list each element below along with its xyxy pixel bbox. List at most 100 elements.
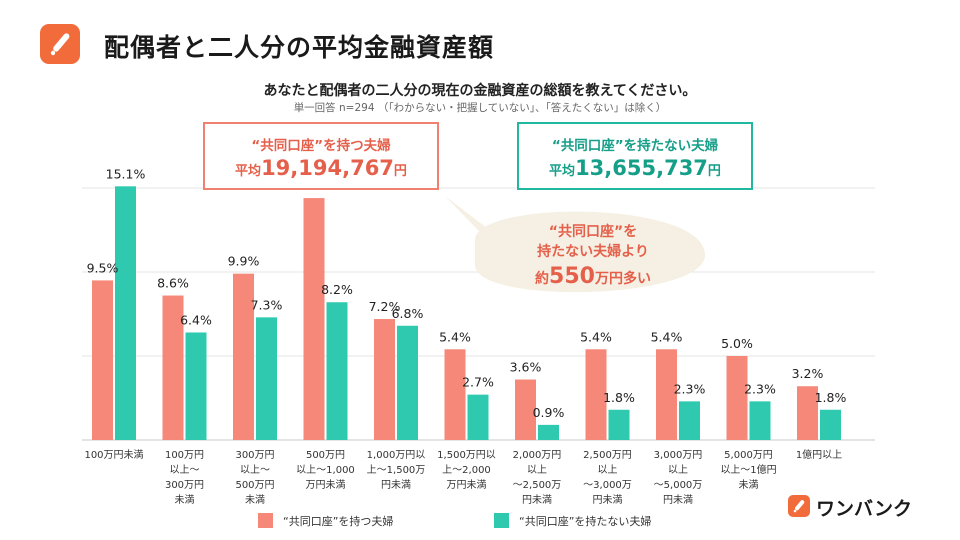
brand-logo-icon	[40, 24, 80, 64]
x-tick-label: 300万円	[165, 480, 204, 491]
bar-without-joint-account	[185, 332, 207, 440]
summary-box-with-joint-account: “共同口座”を持つ夫婦 平均19,194,767円	[203, 122, 439, 190]
x-tick-label: 円未満	[593, 494, 623, 506]
pencil-icon	[793, 500, 805, 513]
x-tick-label: ～3,000万	[583, 480, 632, 491]
x-tick-label: 未満	[175, 494, 195, 506]
x-tick-label: 万円未満	[447, 479, 487, 491]
x-tick-label: 1,000万円以	[367, 450, 426, 461]
page-title: 配偶者と二人分の平均金融資産額	[104, 33, 495, 62]
data-label: 6.4%	[180, 312, 212, 327]
bar-with-joint-account	[233, 273, 254, 440]
bar-without-joint-account	[608, 409, 630, 440]
summary-label: “共同口座”を持たない夫婦	[551, 138, 719, 154]
bar-with-joint-account	[374, 319, 395, 440]
x-tick-label: 1億円以上	[796, 448, 842, 461]
x-tick-label: 上～2,000	[442, 464, 491, 476]
average-amount: 13,655,737	[575, 156, 708, 180]
pencil-icon	[50, 33, 70, 56]
data-label: 2.7%	[462, 375, 494, 390]
data-label: 15.1%	[106, 166, 146, 181]
data-label: 9.9%	[228, 254, 260, 269]
legend-label: “共同口座”を持たない夫婦	[519, 515, 652, 528]
x-tick-label: 円未満	[381, 479, 411, 491]
bar-without-joint-account	[256, 317, 277, 440]
data-label: 5.4%	[439, 329, 471, 344]
x-tick-label: 以上～1,000	[296, 464, 355, 476]
x-tick-label: 100万円	[165, 450, 204, 461]
callout-line-3: 約550万円多い	[498, 264, 688, 289]
x-tick-label: 円未満	[522, 494, 552, 506]
bar-without-joint-account	[749, 401, 771, 440]
data-label: 1.8%	[815, 390, 847, 405]
data-label: 5.4%	[651, 329, 683, 344]
data-label: 9.5%	[87, 260, 119, 275]
x-tick-label: 未満	[245, 494, 265, 506]
data-label: 3.6%	[510, 360, 542, 375]
callout-line-2: 持たない夫婦より	[537, 244, 649, 260]
callout-bubble	[475, 211, 705, 293]
average-unit: 円	[707, 164, 721, 179]
bar-with-joint-account	[656, 349, 677, 440]
legend-swatch	[494, 513, 509, 528]
bar-without-joint-account	[820, 409, 841, 440]
bar-with-joint-account	[303, 198, 325, 440]
data-label: 0.9%	[533, 405, 565, 420]
average-prefix: 平均	[235, 164, 262, 179]
callout-tail	[445, 196, 505, 258]
callout-line-1: “共同口座”を	[548, 224, 638, 240]
data-label: 2.3%	[744, 381, 776, 396]
x-tick-label: 以上～1億円	[720, 463, 776, 476]
bar-with-joint-account	[162, 295, 184, 440]
brand-name: ワンバンク	[816, 498, 912, 520]
data-label: 7.2%	[369, 299, 401, 314]
callout-suffix: 万円多い	[594, 271, 651, 287]
bar-without-joint-account	[326, 302, 348, 440]
x-tick-label: 上～1,500万	[367, 464, 426, 476]
data-label: 2.3%	[674, 381, 706, 396]
callout-prefix: 約	[535, 271, 550, 287]
x-tick-label: 2,500万円	[583, 450, 632, 461]
bar-without-joint-account	[397, 325, 418, 440]
x-tick-label: 100万円未満	[84, 449, 143, 461]
data-label: 1.8%	[603, 390, 635, 405]
legend-swatch	[258, 513, 273, 528]
survey-question: あなたと配偶者の二人分の現在の金融資産の総額を教えてください。	[263, 83, 697, 99]
x-tick-label: 未満	[739, 479, 759, 491]
bar-without-joint-account	[679, 401, 700, 440]
data-label: 6.8%	[392, 306, 424, 321]
callout-number: 550	[549, 264, 595, 289]
data-label: 5.0%	[721, 336, 753, 351]
bar-with-joint-account	[797, 386, 818, 440]
legend-item-without-joint-account: “共同口座”を持たない夫婦	[494, 513, 651, 529]
bar-with-joint-account	[444, 349, 466, 440]
average-amount: 19,194,767	[261, 156, 394, 180]
x-tick-label: 以上	[527, 464, 547, 476]
bar-without-joint-account	[115, 186, 136, 440]
x-tick-label: 2,000万円	[513, 450, 562, 461]
x-tick-label: 5,000万円	[724, 450, 773, 461]
data-label: 8.2%	[321, 282, 353, 297]
data-label: 5.4%	[580, 329, 612, 344]
x-tick-label: 以上～	[240, 464, 270, 476]
bar-with-joint-account	[92, 280, 113, 440]
data-label: 7.3%	[251, 297, 283, 312]
bar-without-joint-account	[538, 424, 559, 440]
x-tick-label: 500万円	[235, 480, 274, 491]
x-tick-label: 円未満	[663, 494, 693, 506]
summary-label: “共同口座”を持つ夫婦	[251, 138, 391, 154]
x-tick-label: 300万円	[235, 450, 274, 461]
summary-box-without-joint-account: “共同口座”を持たない夫婦 平均13,655,737円	[517, 122, 753, 190]
summary-average: 平均19,194,767円	[205, 156, 437, 180]
data-label: 3.2%	[792, 366, 824, 381]
summary-average: 平均13,655,737円	[519, 156, 751, 180]
average-unit: 円	[393, 164, 407, 179]
x-tick-label: 500万円	[306, 450, 345, 461]
x-tick-label: 万円未満	[306, 479, 346, 491]
x-tick-label: 以上	[598, 464, 618, 476]
x-tick-label: ～2,500万	[513, 480, 562, 491]
brand-pencil-icon	[788, 495, 810, 517]
legend-item-with-joint-account: “共同口座”を持つ夫婦	[258, 513, 393, 529]
bar-without-joint-account	[467, 394, 489, 440]
